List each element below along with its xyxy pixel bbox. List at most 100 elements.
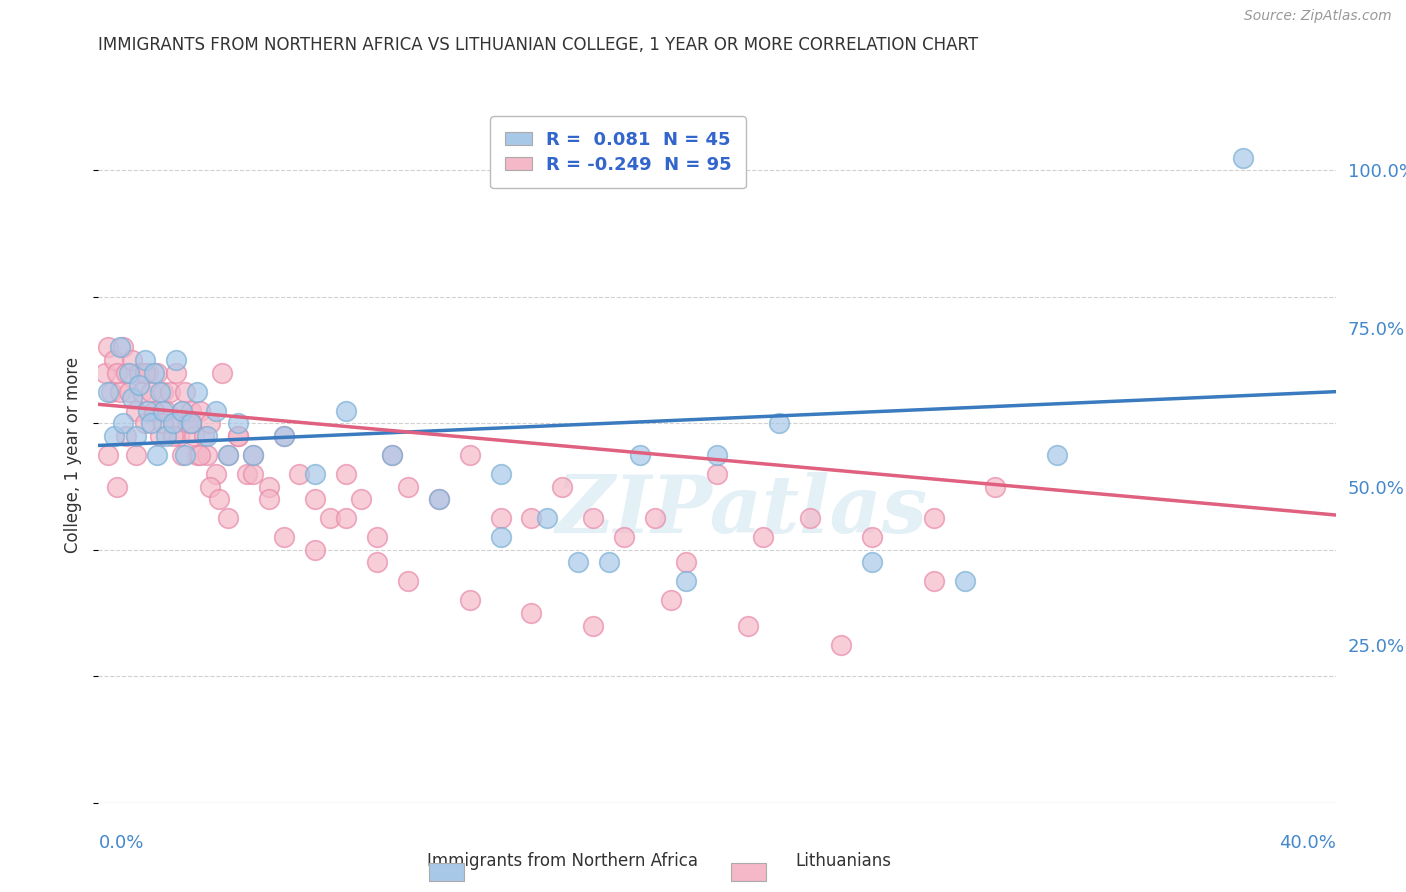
Point (177, 417, 200, 431)
Point (198, 417, 221, 431)
Point (121, 391, 143, 405)
Point (97, 448, 120, 462)
Point (146, 366, 169, 380)
Point (205, 403, 228, 417)
Point (257, 492, 280, 507)
Point (304, 492, 326, 507)
Point (675, 574, 697, 589)
Text: IMMIGRANTS FROM NORTHERN AFRICA VS LITHUANIAN COLLEGE, 1 YEAR OR MORE CORRELATIO: IMMIGRANTS FROM NORTHERN AFRICA VS LITHU… (98, 36, 979, 54)
Point (335, 403, 357, 417)
Point (93, 366, 115, 380)
Text: 0.0%: 0.0% (98, 834, 143, 852)
Point (159, 384, 181, 399)
Text: 40.0%: 40.0% (1279, 834, 1336, 852)
Point (143, 403, 166, 417)
Point (273, 429, 295, 443)
Point (236, 467, 259, 481)
Point (319, 511, 342, 525)
Point (396, 574, 419, 589)
Point (162, 417, 184, 431)
Point (768, 417, 790, 431)
Point (205, 467, 228, 481)
Point (273, 429, 295, 443)
Point (752, 530, 775, 544)
Point (139, 384, 162, 399)
Point (217, 448, 239, 462)
Point (134, 353, 156, 368)
Point (195, 448, 218, 462)
Point (953, 574, 976, 589)
Point (180, 403, 202, 417)
Point (396, 479, 419, 493)
Point (598, 556, 620, 570)
Point (366, 556, 388, 570)
Point (165, 366, 187, 380)
Point (170, 448, 193, 462)
Point (288, 467, 311, 481)
Text: Source: ZipAtlas.com: Source: ZipAtlas.com (1244, 9, 1392, 23)
Point (335, 511, 357, 525)
Point (136, 403, 159, 417)
Point (193, 429, 215, 443)
Point (103, 353, 125, 368)
Point (139, 417, 162, 431)
Point (134, 417, 156, 431)
Point (105, 366, 128, 380)
Point (128, 366, 150, 380)
Point (97, 340, 120, 354)
Point (103, 429, 125, 443)
Point (190, 448, 212, 462)
Y-axis label: College, 1 year or more: College, 1 year or more (65, 357, 83, 553)
Point (152, 403, 174, 417)
Point (567, 556, 589, 570)
Point (146, 448, 169, 462)
Point (830, 638, 852, 652)
Point (1232, 151, 1254, 165)
Text: Lithuanians: Lithuanians (796, 852, 891, 870)
Legend: R =  0.081  N = 45, R = -0.249  N = 95: R = 0.081 N = 45, R = -0.249 N = 95 (491, 116, 747, 188)
Point (170, 403, 193, 417)
Point (922, 511, 945, 525)
Point (860, 556, 883, 570)
Point (226, 429, 249, 443)
Point (152, 417, 174, 431)
Text: Immigrants from Northern Africa: Immigrants from Northern Africa (427, 852, 697, 870)
Point (186, 384, 208, 399)
Point (217, 448, 239, 462)
Point (183, 429, 205, 443)
Point (180, 417, 202, 431)
Point (659, 593, 682, 607)
Point (304, 467, 326, 481)
Point (427, 492, 450, 507)
Point (180, 417, 202, 431)
Point (118, 384, 141, 399)
Point (143, 403, 166, 417)
Point (155, 403, 177, 417)
Point (489, 511, 512, 525)
Point (211, 366, 233, 380)
Point (628, 448, 651, 462)
Point (190, 403, 212, 417)
Point (922, 574, 945, 589)
Point (128, 378, 150, 392)
Point (134, 366, 156, 380)
Point (174, 448, 197, 462)
Point (208, 492, 231, 507)
Point (582, 511, 605, 525)
Point (381, 448, 404, 462)
Point (520, 606, 543, 620)
Point (149, 384, 172, 399)
Point (226, 417, 249, 431)
Point (706, 448, 728, 462)
Point (108, 340, 131, 354)
Point (304, 542, 326, 557)
Point (737, 618, 759, 632)
Point (115, 366, 138, 380)
Point (582, 618, 605, 632)
Point (162, 417, 184, 431)
Text: ZIPatlas: ZIPatlas (555, 472, 928, 549)
Point (1046, 448, 1069, 462)
Point (105, 479, 128, 493)
Point (381, 448, 404, 462)
Point (198, 479, 221, 493)
